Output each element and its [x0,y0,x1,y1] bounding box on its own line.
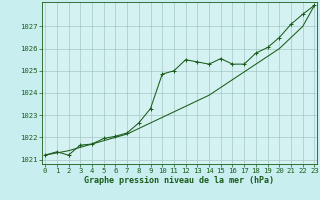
X-axis label: Graphe pression niveau de la mer (hPa): Graphe pression niveau de la mer (hPa) [84,176,274,185]
